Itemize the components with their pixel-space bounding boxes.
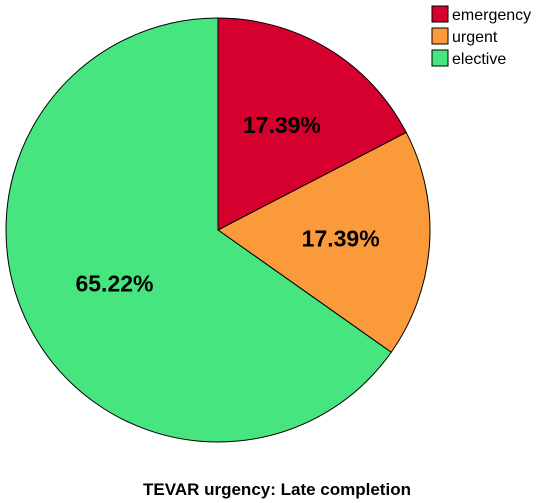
pie-slice-urgent	[217, 131, 431, 353]
chart-title: TEVAR urgency: Late completion	[143, 480, 411, 499]
slice-label-urgent: 17.39%	[302, 225, 380, 251]
legend-label-urgent: urgent	[452, 29, 498, 46]
legend: emergency urgent elective	[431, 5, 531, 68]
pie-slice-elective	[5, 17, 392, 443]
legend-label-emergency: emergency	[452, 7, 531, 24]
pie-slice-emergency	[217, 17, 407, 231]
pie-slices	[5, 17, 431, 443]
legend-swatch-urgent	[431, 27, 449, 45]
slice-label-emergency: 17.39%	[243, 112, 321, 138]
slice-label-elective: 65.22%	[75, 271, 153, 297]
legend-label-elective: elective	[452, 51, 506, 68]
pie-slice-labels: 17.39% 17.39% 65.22%	[75, 112, 379, 297]
legend-swatch-elective	[431, 49, 449, 67]
legend-swatch-emergency	[431, 5, 449, 23]
